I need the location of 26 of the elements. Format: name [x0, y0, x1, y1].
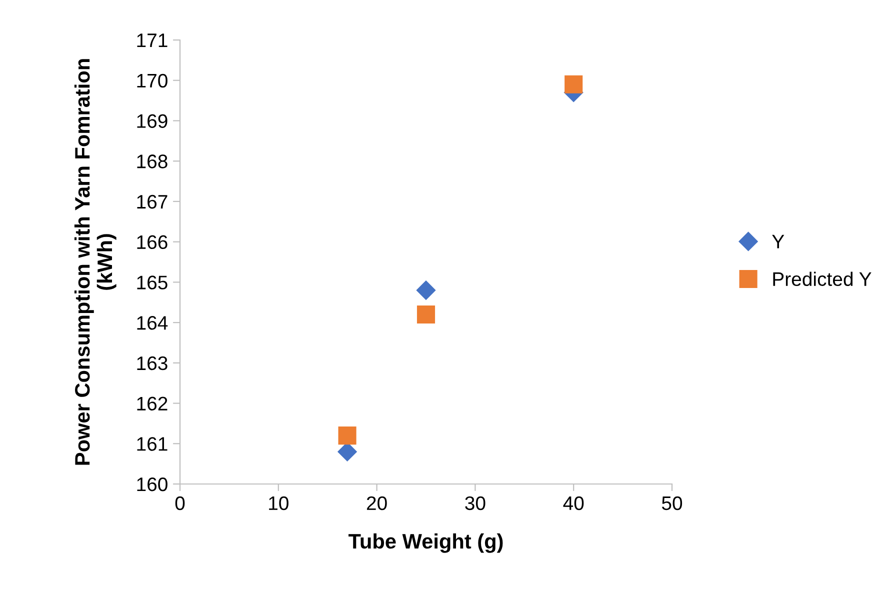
- point: [564, 75, 583, 94]
- y-tick-label: 166: [137, 235, 168, 250]
- point: [416, 280, 436, 300]
- y-tick-label: 171: [137, 34, 168, 48]
- y-tick-label: 161: [137, 437, 168, 451]
- y-tick-label: 164: [137, 316, 168, 330]
- y-tick-label: 170: [137, 74, 168, 88]
- y-tick-label: 160: [137, 477, 168, 492]
- y-tick-label: 169: [137, 114, 168, 128]
- y-axis-title: Power Consumption with Yarn Fomration (kWh): [74, 59, 116, 465]
- point: [338, 426, 356, 445]
- x-axis-title: Tube Weight (g): [348, 533, 503, 553]
- y-tick-label: 162: [137, 396, 168, 411]
- x-tick-label: 40: [563, 496, 584, 510]
- legend-label: Predicted Y: [773, 272, 872, 286]
- x-tick-label: 0: [175, 496, 185, 510]
- y-tick-label: 163: [137, 356, 168, 370]
- x-tick-label: 30: [465, 496, 486, 510]
- y-tick-label: 167: [137, 194, 168, 209]
- y-tick-label: 168: [137, 154, 168, 168]
- legend-label: Y: [772, 234, 784, 248]
- x-tick-label: 50: [662, 496, 682, 510]
- y-tick-label: 165: [137, 276, 168, 290]
- x-tick-label: 10: [269, 496, 288, 510]
- point: [416, 305, 436, 324]
- x-tick-label: 20: [366, 496, 387, 510]
